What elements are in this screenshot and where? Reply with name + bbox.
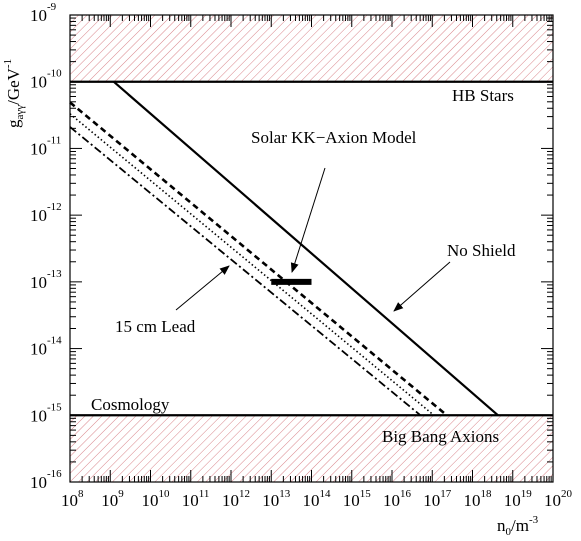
y-tick-labels: 10-9 10-10 10-11 10-12 10-13 10-14 10-15 10-16 (30, 1, 62, 492)
data-lines (69, 80, 499, 417)
x-tick-label: 1014 (303, 488, 332, 510)
label-big-bang-axions: Big Bang Axions (382, 427, 499, 446)
boundary-lines (70, 80, 553, 417)
x-tick-label: 108 (61, 488, 84, 510)
arrow-lead (175, 265, 230, 311)
x-tick-label: 1015 (343, 488, 372, 510)
annotation-no-shield: No Shield (447, 241, 516, 260)
series-line-dash-dot (69, 126, 422, 416)
y-axis-label: gaγγ/GeV-1 (2, 59, 26, 128)
annotation-lead: 15 cm Lead (115, 317, 196, 336)
y-tick-label: 10-15 (30, 401, 62, 425)
y-label-base: g (4, 119, 23, 128)
y-tick-label: 10-10 (30, 68, 62, 92)
y-label-sub: aγγ (14, 105, 26, 120)
x-label-sup: -3 (529, 514, 539, 526)
arrow-no-shield (393, 261, 451, 312)
y-tick-label: 10-11 (30, 134, 61, 158)
annotation-solar-model: Solar KK−Axion Model (251, 128, 417, 147)
x-label-base: n (497, 516, 506, 535)
x-tick-label: 1020 (544, 488, 573, 510)
x-axis-label: n0/m-3 (497, 514, 539, 538)
x-label-mid: /m (511, 516, 529, 535)
x-tick-label: 1019 (504, 488, 533, 510)
x-tick-labels: 108 109 1010 1011 1012 1013 1014 1015 1016 1017 10… (61, 488, 573, 510)
label-hb-stars: HB Stars (452, 86, 514, 105)
y-tick-label: 10-13 (30, 268, 62, 292)
y-tick-label: 10-12 (30, 201, 62, 225)
x-tick-label: 1016 (383, 488, 412, 510)
y-label-sup: -1 (2, 59, 14, 68)
x-tick-label: 1011 (182, 488, 210, 510)
x-label-sub: 0 (506, 526, 512, 538)
x-tick-label: 1017 (423, 488, 452, 510)
x-tick-label: 1010 (142, 488, 171, 510)
label-cosmology: Cosmology (91, 395, 170, 414)
x-tick-label: 109 (101, 488, 124, 510)
y-tick-label: 10-9 (30, 1, 57, 25)
y-tick-label: 10-14 (30, 335, 62, 359)
x-tick-label: 1012 (222, 488, 250, 510)
x-tick-label: 1018 (464, 488, 493, 510)
series-line-dashed (69, 101, 448, 417)
arrow-solar-model (290, 167, 326, 273)
y-tick-label: 10-16 (30, 468, 62, 492)
series-line-no-shield (113, 80, 499, 417)
y-label-mid: /GeV (4, 67, 23, 105)
axis-ticks (69, 14, 554, 483)
series-line-dotted (69, 113, 435, 416)
x-tick-label: 1013 (262, 488, 291, 510)
